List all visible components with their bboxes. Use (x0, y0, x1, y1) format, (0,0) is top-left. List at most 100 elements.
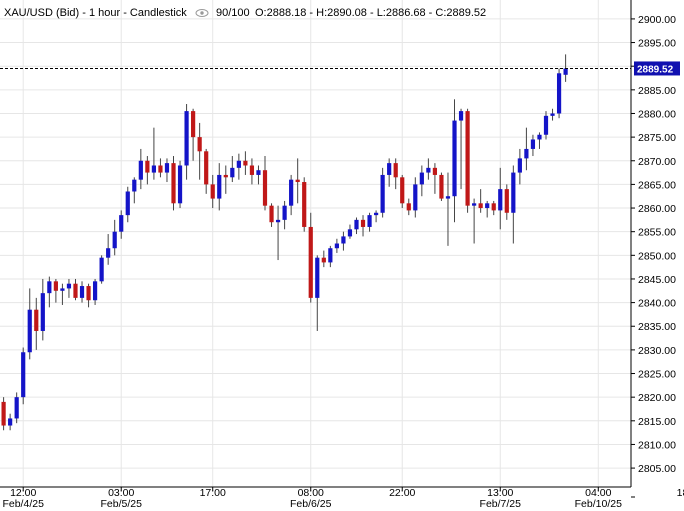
candle-body-down (86, 286, 91, 301)
candle[interactable] (354, 217, 359, 235)
candle[interactable] (537, 132, 542, 149)
candle[interactable] (145, 156, 150, 185)
candle[interactable] (530, 134, 536, 157)
candle[interactable] (504, 184, 509, 220)
candle[interactable] (66, 278, 72, 298)
candle[interactable] (249, 158, 255, 185)
candle[interactable] (367, 212, 372, 232)
candle[interactable] (472, 198, 477, 244)
candle[interactable] (269, 203, 274, 227)
candle[interactable] (262, 156, 268, 211)
candle-body-down (73, 283, 78, 298)
candle[interactable] (426, 158, 431, 180)
candle[interactable] (106, 234, 111, 265)
candle[interactable] (393, 158, 398, 190)
candle[interactable] (184, 104, 189, 180)
candle[interactable] (387, 158, 392, 187)
candle[interactable] (132, 177, 137, 204)
candle[interactable] (210, 174, 215, 209)
candle[interactable] (73, 278, 78, 301)
candle[interactable] (373, 210, 379, 223)
candle[interactable] (419, 165, 424, 197)
candle[interactable] (119, 210, 124, 239)
candle[interactable] (125, 186, 130, 223)
candle[interactable] (406, 198, 411, 216)
candle[interactable] (511, 165, 516, 244)
candle[interactable] (452, 99, 457, 223)
candle[interactable] (524, 127, 529, 171)
candle[interactable] (478, 189, 483, 213)
candle[interactable] (223, 165, 228, 194)
candle[interactable] (485, 200, 490, 218)
candle[interactable] (556, 68, 562, 119)
price-tick-label: 2870.00 (638, 156, 676, 168)
candle[interactable] (439, 172, 444, 201)
candle[interactable] (79, 281, 85, 303)
candle[interactable] (8, 413, 13, 431)
candle[interactable] (47, 276, 52, 308)
candle[interactable] (315, 255, 320, 331)
candle[interactable] (34, 297, 39, 350)
candle[interactable] (243, 151, 248, 175)
candle[interactable] (40, 278, 45, 341)
candle[interactable] (99, 255, 104, 284)
candle[interactable] (171, 156, 176, 211)
candle[interactable] (308, 212, 313, 303)
candle[interactable] (432, 163, 438, 194)
candle[interactable] (138, 148, 143, 190)
candle[interactable] (236, 153, 241, 180)
price-tick-label: 2895.00 (638, 38, 676, 50)
time-tick-label: 08:00 (298, 487, 324, 499)
candle[interactable] (321, 250, 326, 268)
candle[interactable] (151, 127, 157, 180)
candle[interactable] (164, 158, 170, 183)
candle[interactable] (112, 219, 117, 256)
candle[interactable] (177, 160, 183, 209)
candle[interactable] (21, 347, 26, 405)
candle[interactable] (413, 177, 418, 218)
price-axis[interactable]: 2805.00 2810.00 2815.00 2820.00 2825.00 2830.… (631, 14, 676, 498)
candle[interactable] (550, 108, 555, 121)
candle[interactable] (1, 397, 6, 431)
candle[interactable] (204, 148, 209, 194)
candle[interactable] (341, 231, 346, 251)
candle[interactable] (191, 108, 196, 161)
candle[interactable] (197, 122, 202, 180)
candle[interactable] (53, 278, 58, 303)
price-tick-label: 2820.00 (638, 392, 676, 404)
candle-body-up (367, 215, 372, 227)
candle[interactable] (465, 108, 470, 213)
candle[interactable] (295, 158, 300, 204)
candle[interactable] (14, 392, 19, 424)
candle[interactable] (289, 174, 294, 216)
candle[interactable] (360, 215, 366, 237)
candle[interactable] (491, 200, 496, 216)
candle-body-up (537, 134, 542, 140)
candle[interactable] (92, 278, 98, 305)
candle[interactable] (256, 165, 261, 185)
candle[interactable] (347, 224, 353, 239)
candle[interactable] (458, 108, 464, 190)
candle[interactable] (86, 283, 91, 308)
candle[interactable] (400, 174, 405, 209)
candle[interactable] (445, 172, 451, 246)
eye-icon[interactable] (195, 9, 209, 17)
candle[interactable] (543, 111, 549, 140)
candle[interactable] (302, 177, 307, 232)
candle[interactable] (328, 245, 333, 268)
candle[interactable] (517, 148, 522, 185)
candle[interactable] (217, 163, 222, 211)
candle[interactable] (230, 156, 235, 183)
candle[interactable] (27, 288, 32, 360)
candle[interactable] (334, 238, 339, 253)
candle[interactable] (158, 158, 163, 178)
candle[interactable] (380, 167, 385, 218)
candle[interactable] (282, 200, 287, 230)
candle-body-up (21, 352, 26, 398)
candle[interactable] (60, 283, 65, 305)
candle-body-up (347, 229, 353, 237)
candle[interactable] (275, 205, 281, 261)
candle[interactable] (498, 167, 503, 230)
